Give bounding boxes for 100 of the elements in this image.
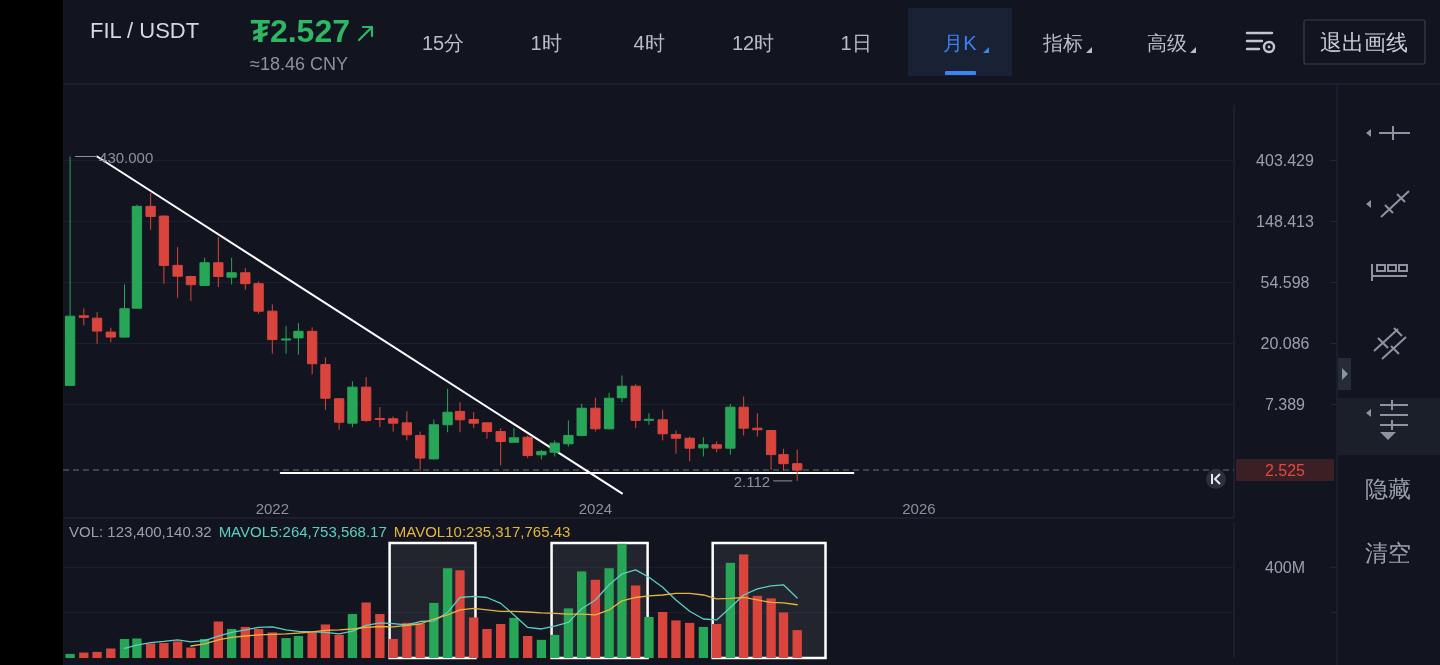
annotation: VOL: 123,400,140.32 [69,522,212,540]
bar [711,624,722,658]
candlestick [738,396,749,436]
candlestick [360,376,372,423]
candlestick [590,397,601,433]
candlestick [374,406,386,428]
candlestick [387,415,399,433]
bar [684,622,695,658]
bar [738,554,749,658]
text: 1时 [530,32,562,54]
candlestick [91,311,103,345]
candlestick [145,192,156,231]
bar [442,568,453,658]
bar [563,608,574,658]
candlestick [253,280,264,315]
bar [186,647,196,658]
bar [402,622,412,658]
candlestick [495,427,506,466]
x-tick-label: 2026 [902,499,936,517]
bar [617,543,627,658]
candlestick [119,283,130,339]
bar [792,630,802,658]
candlestick [442,388,453,433]
text: 清空 [1365,540,1411,566]
candlestick [226,257,237,285]
candlestick [522,434,533,459]
bar [347,614,358,658]
candlestick [603,392,615,431]
bar [415,623,425,658]
candlestick [78,307,89,326]
bar [119,638,130,658]
bar [752,595,763,658]
candlestick [752,412,763,438]
candlestick [454,401,466,433]
y-tick-label: 148.413 [1256,212,1315,230]
text: 高级 [1147,32,1187,54]
bar [253,628,264,658]
bar [92,651,102,658]
candlestick [428,418,440,460]
candlestick [549,439,560,458]
bar [455,570,465,658]
y-tick-label: 403.429 [1256,151,1315,169]
text: ≈18.46 CNY [250,54,348,74]
x-tick-label: 2022 [255,499,290,517]
bar [307,632,317,658]
bar [698,626,709,658]
candlestick [401,410,413,441]
bar [106,648,116,658]
candlestick [105,327,116,343]
candlestick [765,429,777,471]
candlestick [240,267,251,291]
candlestick [563,419,574,448]
bar [496,624,506,658]
candlestick [267,303,278,355]
bar [550,634,560,658]
bar [361,602,371,658]
bar [132,638,142,658]
candlestick [616,374,628,403]
candlestick [657,409,668,441]
text: MAVOL5:264,753,568.17 [218,522,387,540]
bar [658,611,668,658]
text: 1日 [840,32,872,54]
bar [509,617,519,658]
candlestick [131,204,143,310]
candlestick [280,325,292,355]
bar [482,628,492,658]
text: 退出画线 [1320,29,1408,55]
bar [590,579,601,658]
candlestick [670,430,682,455]
candlestick [158,214,170,285]
bar [536,639,547,658]
text: 指标 [1042,32,1083,54]
ref-line-label: 2.525 [1264,461,1306,479]
bar [631,585,641,658]
bar [577,571,587,658]
text: ₮2.527 [250,13,350,49]
candlestick [468,411,479,429]
candlestick [199,257,210,287]
bar [267,632,277,658]
candlestick [630,383,641,429]
bar [281,638,291,658]
bar [469,617,479,658]
candlestick [725,403,736,456]
y-tick-label: 7.389 [1264,395,1306,413]
bar [429,602,439,658]
bar [65,653,75,658]
bar [766,598,776,658]
candlestick [643,412,655,426]
candlestick [185,275,197,302]
bar [778,612,789,658]
bar [320,624,331,658]
text: MAVOL10:235,317,765.43 [393,522,571,540]
y-tick-label: 54.598 [1260,273,1310,291]
candlestick [347,380,358,428]
candlestick [414,431,426,472]
bar [604,568,614,658]
y-tick-label: 20.086 [1260,334,1310,352]
bar [644,616,654,658]
bar [375,614,385,658]
bar [671,620,681,658]
